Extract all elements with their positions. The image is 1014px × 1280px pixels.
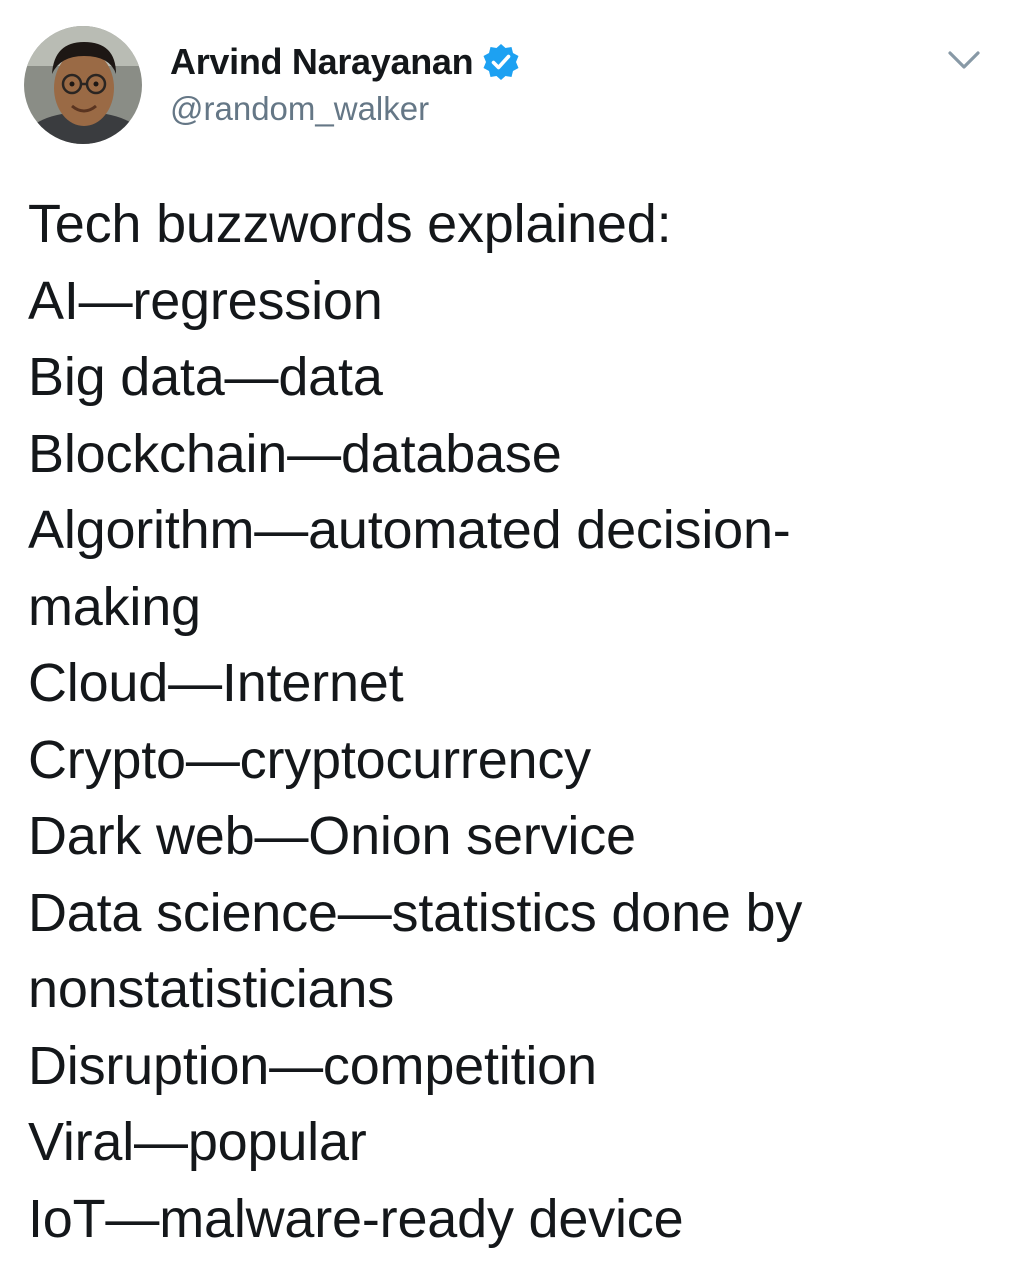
verified-badge-icon — [483, 44, 519, 80]
author-name-row[interactable]: Arvind Narayanan — [170, 40, 521, 84]
chevron-down-icon[interactable] — [944, 44, 984, 74]
tweet-line: making — [28, 576, 201, 637]
tweet-line: Tech buzzwords explained: — [28, 194, 672, 254]
tweet-line: Algorithm—automated decision- — [28, 500, 791, 560]
tweet-text: Tech buzzwords explained: AI—regression … — [28, 186, 988, 1257]
tweet-line: Big data—data — [28, 347, 383, 407]
tweet-line: AI—regression — [28, 270, 383, 331]
avatar[interactable] — [24, 26, 142, 144]
tweet-line: IoT—malware-ready device — [28, 1188, 684, 1249]
avatar-photo — [24, 26, 142, 144]
tweet-line: Data science—statistics done by — [28, 882, 803, 943]
tweet-line: Dark web—Onion service — [28, 806, 636, 866]
tweet-line: Disruption—competition — [28, 1035, 597, 1096]
author-handle[interactable]: @random_walker — [170, 90, 430, 127]
tweet-line: nonstatisticians — [28, 959, 394, 1019]
tweet-line: Cloud—Internet — [28, 653, 404, 713]
author-display-name[interactable]: Arvind Narayanan — [170, 41, 474, 82]
tweet-line: Viral—popular — [28, 1112, 367, 1172]
tweet-line: Crypto—cryptocurrency — [28, 729, 591, 790]
tweet-line: Blockchain—database — [28, 423, 562, 484]
